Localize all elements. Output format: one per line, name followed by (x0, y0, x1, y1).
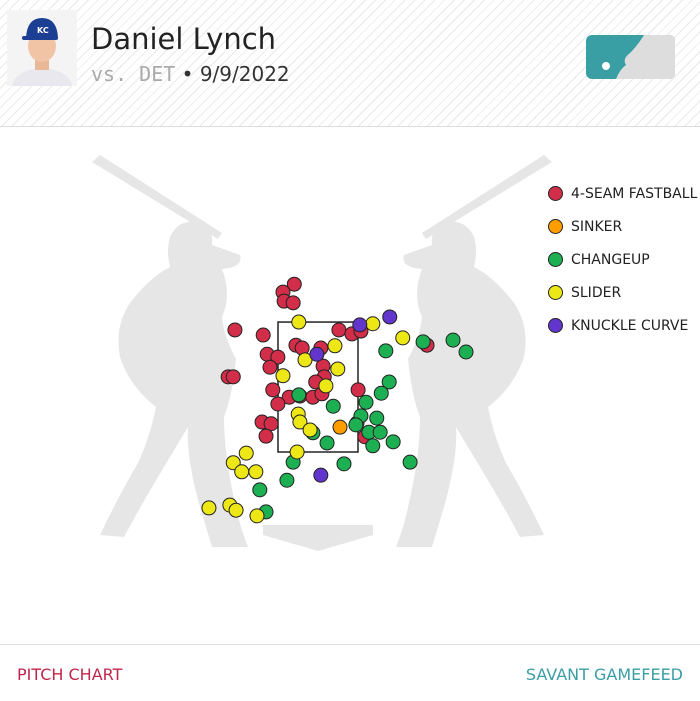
pitch-point[interactable] (382, 309, 398, 325)
pitch-point[interactable] (369, 410, 385, 426)
pitch-point[interactable] (227, 322, 243, 338)
pitch-point[interactable] (372, 424, 388, 440)
pitch-point[interactable] (270, 349, 286, 365)
pitch-point[interactable] (350, 382, 366, 398)
pitch-point[interactable] (373, 385, 389, 401)
savant-gamefeed-link[interactable]: SAVANT GAMEFEED (525, 665, 683, 684)
pitch-point[interactable] (292, 414, 308, 430)
left-batter-silhouette (92, 155, 248, 548)
pitch-point[interactable] (385, 434, 401, 450)
pitch-point[interactable] (258, 428, 274, 444)
pitch-point[interactable] (336, 456, 352, 472)
pitch-point[interactable] (402, 454, 418, 470)
opponent: vs. DET (91, 62, 176, 86)
legend-label: CHANGEUP (571, 251, 650, 268)
pitch-point[interactable] (332, 419, 348, 435)
pitch-point[interactable] (331, 322, 347, 338)
pitch-point[interactable] (458, 344, 474, 360)
pitch-point[interactable] (270, 396, 286, 412)
mlb-logo (586, 35, 675, 79)
pitch-point[interactable] (225, 369, 241, 385)
pitch-point[interactable] (327, 338, 343, 354)
pitch-point[interactable] (262, 359, 278, 375)
legend-item: KNUCKLE CURVE (548, 309, 697, 342)
legend-swatch (548, 285, 563, 300)
pitch-point[interactable] (348, 417, 364, 433)
legend-label: 4-SEAM FASTBALL (571, 185, 698, 202)
pitch-point[interactable] (201, 500, 217, 516)
pitch-point[interactable] (381, 374, 397, 390)
pitcher-name: Daniel Lynch (91, 22, 277, 56)
pitch-point[interactable] (289, 444, 305, 460)
batter-silhouettes (92, 155, 552, 548)
pitch-point[interactable] (234, 464, 250, 480)
pitch-point[interactable] (265, 382, 281, 398)
legend-swatch (548, 186, 563, 201)
legend-label: SINKER (571, 218, 623, 235)
pitch-point[interactable] (318, 378, 334, 394)
legend-label: KNUCKLE CURVE (571, 317, 689, 334)
legend-label: SLIDER (571, 284, 622, 301)
game-date: 9/9/2022 (199, 62, 290, 86)
pitch-point[interactable] (309, 346, 325, 362)
legend: 4-SEAM FASTBALL SINKER CHANGEUP SLIDER K… (548, 177, 697, 342)
pitch-point[interactable] (252, 482, 268, 498)
pitch-point[interactable] (238, 445, 254, 461)
pitch-point[interactable] (445, 332, 461, 348)
pitch-point[interactable] (249, 508, 265, 524)
pitch-point[interactable] (352, 317, 368, 333)
legend-item: 4-SEAM FASTBALL (548, 177, 697, 210)
legend-item: SLIDER (548, 276, 697, 309)
pitch-point[interactable] (325, 398, 341, 414)
footer: PITCH CHART SAVANT GAMEFEED (0, 644, 700, 701)
legend-item: CHANGEUP (548, 243, 697, 276)
pitch-point[interactable] (365, 316, 381, 332)
separator: • (181, 62, 194, 86)
pitch-point[interactable] (291, 387, 307, 403)
home-plate (263, 525, 373, 551)
pitch-point[interactable] (365, 438, 381, 454)
pitch-point[interactable] (275, 368, 291, 384)
pitch-point[interactable] (285, 295, 301, 311)
header: KC Daniel Lynch vs. DET • 9/9/2022 (0, 0, 700, 127)
pitch-point[interactable] (415, 334, 431, 350)
pitcher-headshot: KC (7, 10, 77, 86)
pitch-point[interactable] (255, 327, 271, 343)
pitch-point[interactable] (313, 467, 329, 483)
pitch-point[interactable] (263, 416, 279, 432)
pitch-point[interactable] (319, 435, 335, 451)
game-info: vs. DET • 9/9/2022 (91, 62, 290, 86)
right-batter-silhouette (396, 155, 552, 548)
legend-swatch (548, 219, 563, 234)
legend-item: SINKER (548, 210, 697, 243)
pitch-chart (92, 155, 552, 551)
pitch-point[interactable] (291, 314, 307, 330)
pitch-chart-link[interactable]: PITCH CHART (17, 665, 123, 684)
pitch-point[interactable] (302, 422, 318, 438)
pitch-point[interactable] (279, 472, 295, 488)
svg-text:KC: KC (37, 26, 49, 35)
legend-swatch (548, 318, 563, 333)
legend-swatch (548, 252, 563, 267)
pitch-point[interactable] (248, 464, 264, 480)
pitch-point[interactable] (330, 361, 346, 377)
pitch-point[interactable] (395, 330, 411, 346)
pitch-point[interactable] (286, 276, 302, 292)
pitch-point[interactable] (228, 502, 244, 518)
pitch-point[interactable] (378, 343, 394, 359)
pitch-point[interactable] (358, 394, 374, 410)
